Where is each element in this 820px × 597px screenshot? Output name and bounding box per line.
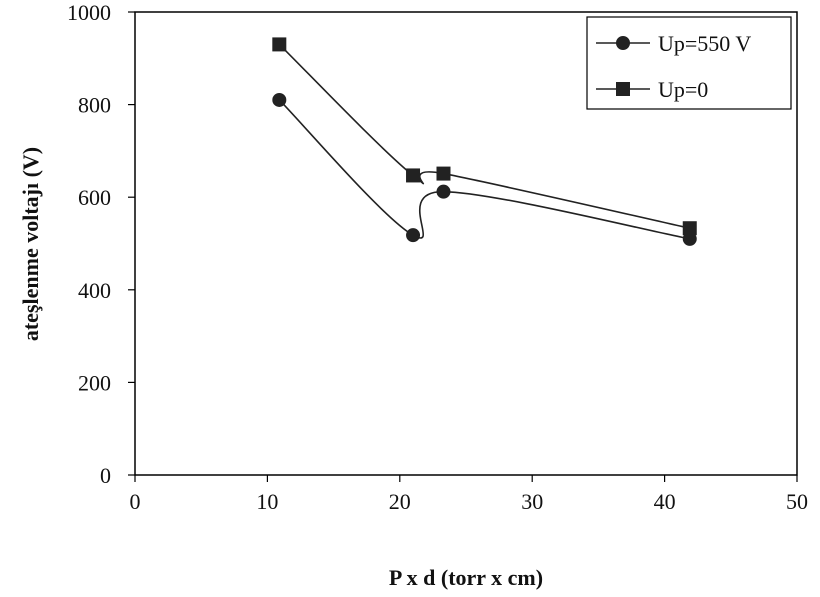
x-tick-label: 50: [786, 489, 808, 514]
data-point: [406, 168, 421, 183]
x-tick-label: 0: [130, 489, 141, 514]
y-tick-label: 800: [78, 93, 111, 118]
y-axis: 0 200 400 600 800 1000: [67, 0, 135, 488]
y-tick-label: 600: [78, 185, 111, 210]
series-layer: [272, 37, 697, 246]
y-tick-label: 200: [78, 370, 111, 395]
x-axis-title: P x d (torr x cm): [389, 565, 543, 590]
data-point: [436, 184, 451, 199]
legend-marker: [616, 82, 630, 96]
data-point: [272, 37, 287, 52]
data-point: [436, 166, 451, 181]
legend-marker: [616, 36, 630, 50]
data-point: [682, 221, 697, 236]
data-point: [406, 228, 421, 243]
x-tick-label: 30: [521, 489, 543, 514]
series-line: [278, 99, 690, 240]
legend-entry: Up=0: [596, 77, 708, 102]
legend-label: Up=550 V: [658, 31, 751, 56]
x-tick-label: 40: [654, 489, 676, 514]
legend: Up=550 V Up=0: [586, 16, 792, 110]
y-tick-label: 400: [78, 278, 111, 303]
data-point: [272, 92, 287, 107]
x-axis: 0 10 20 30 40 50: [130, 475, 808, 514]
series-up-0: [272, 37, 697, 236]
y-tick-label: 0: [100, 463, 111, 488]
x-tick-label: 20: [389, 489, 411, 514]
x-tick-label: 10: [256, 489, 278, 514]
y-axis-title: ateşlenme voltajı (V): [18, 147, 43, 341]
legend-label: Up=0: [658, 77, 708, 102]
y-tick-label: 1000: [67, 0, 111, 25]
legend-entry: Up=550 V: [596, 31, 751, 56]
